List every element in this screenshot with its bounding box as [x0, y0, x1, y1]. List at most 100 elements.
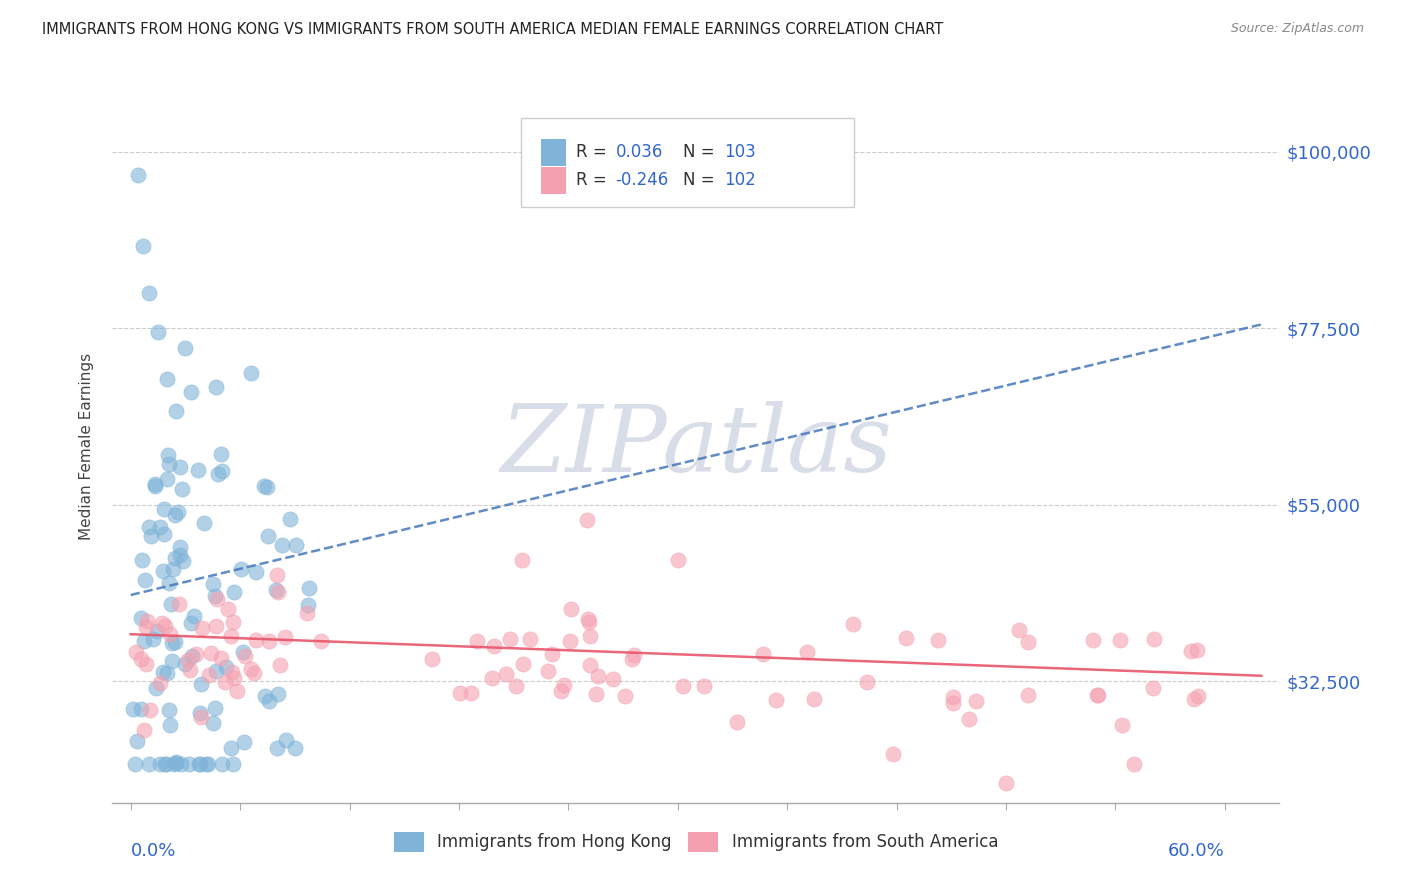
Text: N =: N =	[683, 144, 720, 161]
Point	[190, 706, 212, 720]
Point	[131, 701, 153, 715]
Point	[264, 583, 287, 598]
Point	[138, 286, 160, 301]
Point	[127, 169, 149, 183]
Point	[752, 647, 775, 661]
Legend: Immigrants from Hong Kong, Immigrants from South America: Immigrants from Hong Kong, Immigrants fr…	[387, 825, 1005, 859]
Point	[257, 634, 280, 648]
Point	[856, 675, 879, 690]
Point	[160, 597, 183, 611]
Point	[927, 633, 949, 648]
Point	[204, 589, 226, 603]
Point	[159, 627, 181, 641]
Point	[180, 616, 202, 631]
Point	[965, 693, 987, 707]
Point	[198, 668, 221, 682]
Point	[200, 646, 222, 660]
Point	[139, 703, 162, 717]
Point	[155, 756, 177, 771]
Point	[163, 756, 186, 771]
Point	[155, 756, 177, 771]
Point	[495, 666, 517, 681]
Point	[131, 553, 153, 567]
Text: 102: 102	[724, 171, 756, 189]
Point	[1109, 633, 1132, 648]
Point	[510, 552, 533, 566]
Point	[460, 686, 482, 700]
Point	[578, 615, 600, 629]
Point	[179, 663, 201, 677]
Point	[153, 526, 176, 541]
Point	[204, 618, 226, 632]
Point	[256, 529, 278, 543]
Point	[1085, 689, 1108, 703]
Text: 103: 103	[724, 144, 756, 161]
Point	[163, 551, 186, 566]
Point	[172, 482, 194, 496]
Point	[167, 598, 190, 612]
Point	[172, 554, 194, 568]
Text: R =: R =	[576, 144, 612, 161]
Point	[614, 689, 637, 703]
Point	[170, 756, 193, 771]
Point	[1142, 681, 1164, 695]
Point	[145, 624, 167, 638]
Text: 0.036: 0.036	[616, 144, 662, 161]
Point	[621, 651, 644, 665]
Point	[1008, 623, 1031, 637]
Point	[274, 733, 297, 747]
Point	[229, 562, 252, 576]
Point	[183, 609, 205, 624]
Text: 0.0%: 0.0%	[131, 842, 176, 860]
Point	[138, 756, 160, 771]
Point	[278, 512, 301, 526]
Point	[156, 372, 179, 386]
Text: -0.246: -0.246	[616, 171, 669, 189]
Point	[481, 671, 503, 685]
Point	[266, 740, 288, 755]
Point	[537, 665, 560, 679]
Point	[135, 657, 157, 672]
Point	[553, 678, 575, 692]
Point	[165, 755, 187, 769]
Point	[796, 645, 818, 659]
Text: ZIPatlas: ZIPatlas	[501, 401, 891, 491]
Point	[188, 756, 211, 771]
Point	[202, 576, 225, 591]
Point	[1187, 689, 1209, 703]
Point	[163, 508, 186, 522]
Point	[692, 679, 714, 693]
Point	[156, 472, 179, 486]
Point	[201, 716, 224, 731]
Point	[190, 677, 212, 691]
Point	[959, 712, 981, 726]
Point	[184, 647, 207, 661]
Point	[254, 689, 277, 703]
Point	[214, 674, 236, 689]
Point	[245, 632, 267, 647]
Point	[152, 564, 174, 578]
Point	[134, 634, 156, 648]
Text: N =: N =	[683, 171, 720, 189]
Point	[803, 692, 825, 706]
Point	[242, 666, 264, 681]
Point	[602, 673, 624, 687]
Point	[1142, 632, 1164, 646]
Point	[666, 552, 689, 566]
Point	[297, 598, 319, 612]
Point	[159, 703, 181, 717]
Point	[169, 460, 191, 475]
Text: Source: ZipAtlas.com: Source: ZipAtlas.com	[1230, 22, 1364, 36]
Point	[173, 341, 195, 355]
Point	[519, 632, 541, 647]
Bar	[541, 167, 567, 194]
Point	[1184, 692, 1206, 706]
Point	[579, 629, 602, 643]
Point	[209, 650, 232, 665]
Point	[273, 630, 295, 644]
FancyBboxPatch shape	[520, 118, 853, 207]
Point	[180, 384, 202, 399]
Point	[205, 591, 228, 606]
Point	[942, 696, 965, 710]
Point	[138, 520, 160, 534]
